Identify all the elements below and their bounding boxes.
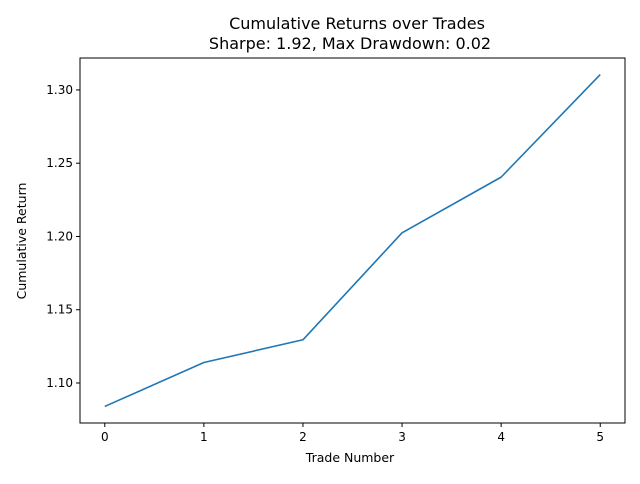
x-tick-label: 2 [299,430,307,444]
x-axis-label: Trade Number [305,450,395,465]
x-tick-label: 0 [101,430,109,444]
x-tick-label: 5 [596,430,604,444]
y-tick-label: 1.30 [46,83,73,97]
y-tick-label: 1.20 [46,229,73,243]
x-tick-label: 3 [398,430,406,444]
x-tick-label: 1 [200,430,208,444]
y-axis-label: Cumulative Return [14,183,29,300]
y-tick-label: 1.25 [46,156,73,170]
y-tick-label: 1.10 [46,376,73,390]
chart-subtitle: Sharpe: 1.92, Max Drawdown: 0.02 [209,34,491,53]
y-tick-label: 1.15 [46,303,73,317]
chart-title: Cumulative Returns over Trades [229,14,485,33]
x-tick-label: 4 [497,430,505,444]
